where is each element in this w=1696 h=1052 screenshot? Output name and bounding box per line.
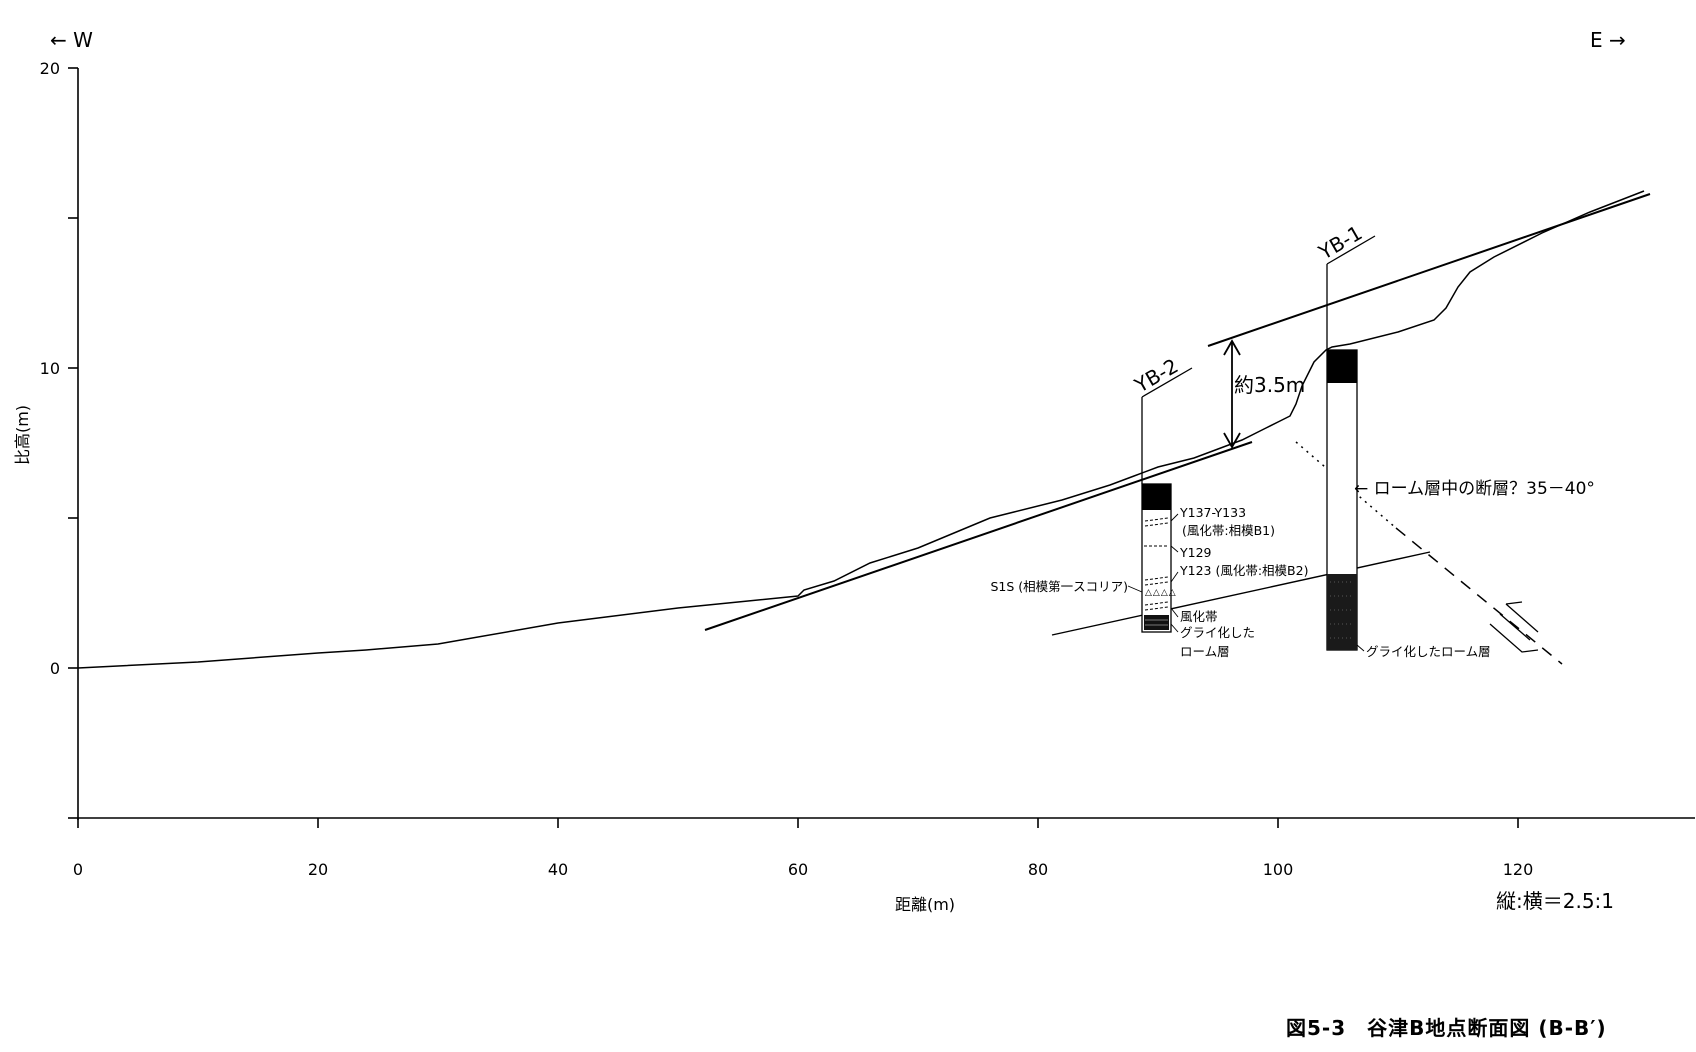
fault-line-dotted <box>1295 441 1397 529</box>
fault-displacement-arrows <box>1489 601 1539 653</box>
svg-text:△△△△: △△△△ <box>1145 588 1177 598</box>
yb2-y123-label: Y123 (風化帯:相模B2) <box>1179 563 1308 578</box>
figure-title: 図5-3 谷津B地点断面図 (B-B′) <box>1286 1016 1607 1040</box>
yb2-s1s-label: S1S (相模第一スコリア) <box>990 579 1128 594</box>
y-axis-title: 比高(m) <box>13 405 32 465</box>
west-direction-label: ← W <box>50 28 93 52</box>
offset-arrow <box>1223 339 1241 449</box>
scale-note: 縦:横＝2.5:1 <box>1496 889 1614 913</box>
y-tick-label: 10 <box>40 359 60 378</box>
y-tick-label: 0 <box>50 659 60 678</box>
lower-bed-line <box>1051 551 1431 636</box>
offset-label: 約3.5m <box>1234 373 1305 397</box>
fault-line-dashed <box>1395 527 1563 665</box>
x-axis <box>77 817 1695 828</box>
correlation-line-upper-east <box>1207 193 1651 347</box>
y-axis <box>68 67 79 820</box>
borehole-yb1: YB-1 <box>1314 221 1376 652</box>
yb1-gley-label: グライ化したローム層 <box>1366 644 1491 659</box>
yb2-weathering-label: 風化帯 <box>1180 609 1218 624</box>
x-tick-label: 120 <box>1503 860 1534 879</box>
borehole-yb2-label: YB-2 <box>1130 354 1183 398</box>
yb2-gley-label-1: グライ化した <box>1180 625 1255 640</box>
x-tick-label: 60 <box>788 860 808 879</box>
ground-surface-profile <box>77 190 1645 669</box>
fault-annotation: ← ローム層中の断層？35－40° <box>1354 479 1595 499</box>
yb2-y137-sub-label: (風化帯:相模B1) <box>1182 523 1275 538</box>
x-tick-label: 0 <box>73 860 83 879</box>
x-axis-title: 距離(m) <box>895 895 955 914</box>
x-tick-label: 20 <box>308 860 328 879</box>
x-tick-label: 100 <box>1263 860 1294 879</box>
borehole-yb1-label: YB-1 <box>1314 221 1367 265</box>
x-tick-label: 40 <box>548 860 568 879</box>
yb2-y129-label: Y129 <box>1179 545 1212 560</box>
yb2-gley-label-2: ローム層 <box>1180 644 1230 659</box>
correlation-line-upper <box>704 441 1253 631</box>
y-tick-label: 20 <box>40 59 60 78</box>
yb2-y137-label: Y137-Y133 <box>1179 505 1246 520</box>
east-direction-label: E → <box>1590 28 1626 52</box>
borehole-yb2: YB-2 △△△△ <box>1127 354 1193 633</box>
x-tick-label: 80 <box>1028 860 1048 879</box>
